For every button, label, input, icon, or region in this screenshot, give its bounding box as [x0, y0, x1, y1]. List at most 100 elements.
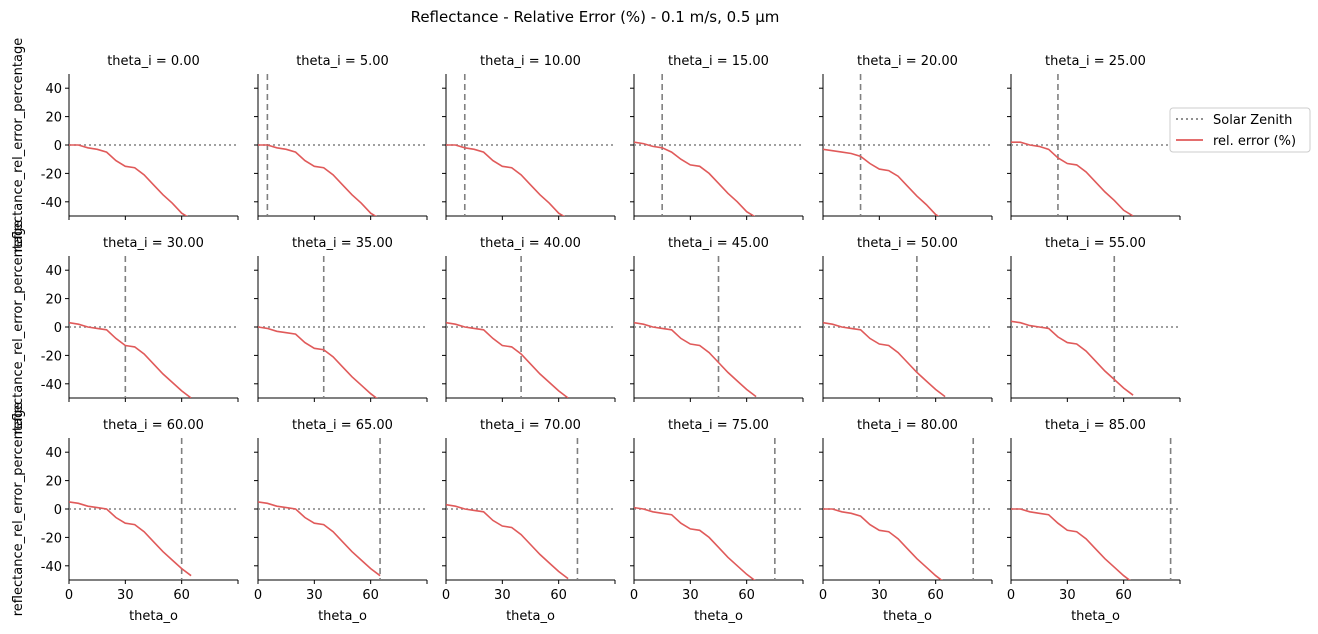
- y-axis-label: reflectance_rel_error_percentage: [11, 220, 26, 435]
- x-tick-label: 30: [306, 588, 323, 603]
- panel-title: theta_i = 10.00: [480, 54, 581, 69]
- panel-title: theta_i = 65.00: [292, 418, 393, 433]
- rel-error-line: [69, 501, 192, 577]
- x-tick-label: 60: [173, 588, 190, 603]
- rel-error-line: [634, 141, 756, 216]
- panel-title: theta_i = 25.00: [1045, 54, 1146, 69]
- x-tick-label: 30: [1059, 588, 1076, 603]
- x-tick-label: 60: [738, 588, 755, 603]
- panel: theta_i = 50.00: [819, 236, 993, 402]
- y-axis-label: reflectance_rel_error_percentage: [11, 38, 26, 253]
- rel-error-line: [258, 326, 378, 398]
- rel-error-line: [634, 506, 756, 580]
- rel-error-line: [823, 508, 943, 580]
- y-tick-label: 20: [45, 475, 62, 490]
- panel-title: theta_i = 85.00: [1045, 418, 1146, 433]
- legend-rel-error-label: rel. error (%): [1213, 134, 1296, 149]
- x-tick-label: 60: [927, 588, 944, 603]
- rel-error-line: [446, 144, 565, 216]
- rel-error-line: [258, 144, 377, 216]
- panel: theta_i = 40.00: [442, 236, 616, 402]
- panel: theta_i = 30.00 -40 -20 0 20 40 reflectance_re…: [11, 220, 239, 435]
- x-tick-label: 60: [550, 588, 567, 603]
- x-tick-label: 0: [630, 588, 638, 603]
- y-tick-label: 20: [45, 293, 62, 308]
- x-tick-label: 30: [117, 588, 134, 603]
- rel-error-line: [634, 321, 757, 398]
- rel-error-line: [446, 321, 569, 398]
- rel-error-line: [1011, 320, 1134, 396]
- panel: theta_i = 10.00: [442, 54, 616, 220]
- y-tick-label: -40: [41, 196, 62, 211]
- panel-title: theta_i = 45.00: [668, 236, 769, 251]
- panel-title: theta_i = 30.00: [103, 236, 204, 251]
- x-tick-label: 30: [871, 588, 888, 603]
- x-tick-label: 0: [819, 588, 827, 603]
- panel-title: theta_i = 5.00: [296, 54, 389, 69]
- panel: theta_i = 60.00 -40 -20 0 20 40 0 30 60 theta_o re…: [11, 402, 239, 624]
- panel: theta_i = 25.00: [1007, 54, 1181, 220]
- legend-solar-zenith-label: Solar Zenith: [1213, 113, 1292, 128]
- y-tick-label: 40: [45, 446, 62, 461]
- legend: Solar Zenith rel. error (%): [1169, 107, 1311, 153]
- x-tick-label: 60: [362, 588, 379, 603]
- x-axis-label: theta_o: [694, 609, 743, 624]
- rel-error-line: [258, 501, 381, 577]
- panel: theta_i = 0.00 -40 -20 0 20 40 reflectance_rel…: [11, 38, 239, 253]
- panel-grid: theta_i = 0.00 -40 -20 0 20 40 reflectance_rel…: [11, 38, 1181, 624]
- rel-error-line: [69, 144, 188, 216]
- y-tick-label: -40: [41, 378, 62, 393]
- panel-title: theta_i = 20.00: [857, 54, 958, 69]
- panel-title: theta_i = 55.00: [1045, 236, 1146, 251]
- rel-error-line: [823, 148, 940, 216]
- panel-title: theta_i = 40.00: [480, 236, 581, 251]
- x-tick-label: 0: [1007, 588, 1015, 603]
- y-tick-label: -20: [41, 531, 62, 546]
- rel-error-line: [1011, 508, 1131, 580]
- panel: theta_i = 65.00 0 30 60 theta_o: [254, 418, 428, 624]
- panel: theta_i = 5.00: [254, 54, 428, 220]
- y-tick-label: 0: [54, 321, 62, 336]
- rel-error-line: [823, 321, 946, 398]
- y-tick-label: 0: [54, 503, 62, 518]
- x-axis-label: theta_o: [506, 609, 555, 624]
- panel: theta_i = 45.00: [630, 236, 804, 402]
- rel-error-line: [1011, 141, 1134, 216]
- x-axis-label: theta_o: [883, 609, 932, 624]
- y-tick-label: 20: [45, 111, 62, 126]
- x-tick-label: 30: [494, 588, 511, 603]
- panel: theta_i = 20.00: [819, 54, 993, 220]
- figure-title: Reflectance - Relative Error (%) - 0.1 m…: [411, 8, 780, 26]
- y-tick-label: 40: [45, 82, 62, 97]
- panel: theta_i = 75.00 0 30 60 theta_o: [630, 418, 804, 624]
- rel-error-line: [446, 503, 569, 580]
- x-tick-label: 60: [1115, 588, 1132, 603]
- x-tick-label: 0: [254, 588, 262, 603]
- panel-title: theta_i = 70.00: [480, 418, 581, 433]
- panel: theta_i = 85.00 0 30 60 theta_o: [1007, 418, 1181, 624]
- panel: theta_i = 70.00 0 30 60 theta_o: [442, 418, 616, 624]
- panel-title: theta_i = 75.00: [668, 418, 769, 433]
- y-tick-label: 40: [45, 264, 62, 279]
- x-tick-label: 0: [442, 588, 450, 603]
- panel: theta_i = 55.00: [1007, 236, 1181, 402]
- rel-error-line: [69, 321, 192, 398]
- panel-title: theta_i = 35.00: [292, 236, 393, 251]
- panel: theta_i = 35.00: [254, 236, 428, 402]
- y-tick-label: 0: [54, 139, 62, 154]
- x-axis-label: theta_o: [318, 609, 367, 624]
- panel: theta_i = 15.00: [630, 54, 804, 220]
- panel-title: theta_i = 60.00: [103, 418, 204, 433]
- y-axis-label: reflectance_rel_error_percentage: [11, 402, 26, 617]
- panel-title: theta_i = 15.00: [668, 54, 769, 69]
- y-tick-label: -40: [41, 560, 62, 575]
- x-tick-label: 30: [682, 588, 699, 603]
- x-axis-label: theta_o: [1071, 609, 1120, 624]
- panel: theta_i = 80.00 0 30 60 theta_o: [819, 418, 993, 624]
- panel-title: theta_i = 0.00: [107, 54, 200, 69]
- panel-title: theta_i = 80.00: [857, 418, 958, 433]
- legend-frame: [1169, 107, 1311, 153]
- y-tick-label: -20: [41, 349, 62, 364]
- y-tick-label: -20: [41, 167, 62, 182]
